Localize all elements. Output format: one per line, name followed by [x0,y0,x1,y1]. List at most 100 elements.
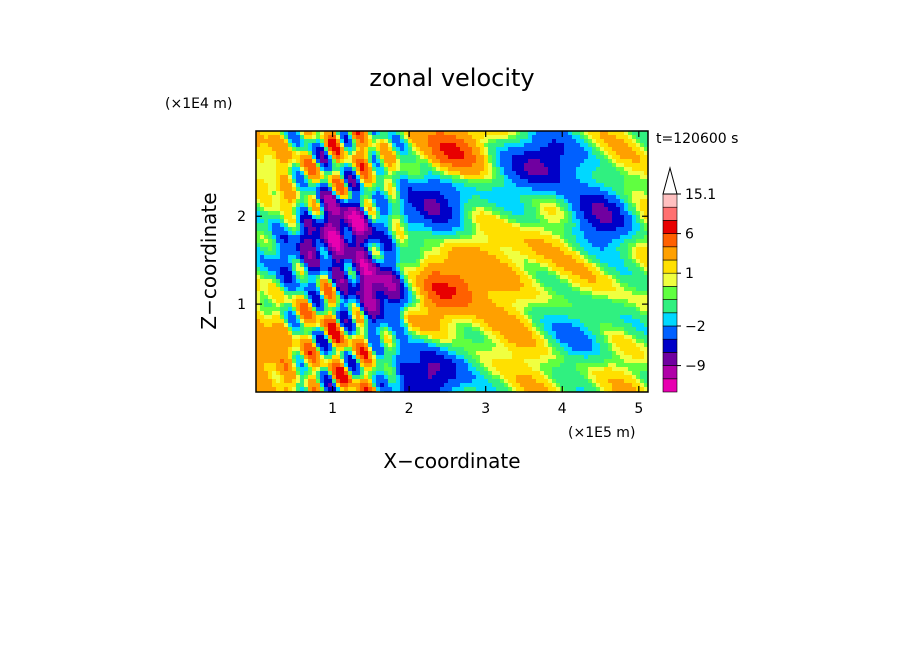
field-cell [428,175,433,180]
field-cell [324,263,329,268]
field-cell [500,255,505,260]
field-cell [340,327,345,332]
field-cell [508,243,513,248]
field-cell [552,299,557,304]
field-cell [408,207,413,212]
field-cell [520,139,525,144]
field-cell [548,303,553,308]
field-cell [548,243,553,248]
field-cell [372,275,377,280]
field-cell [408,315,413,320]
field-cell [296,183,301,188]
field-cell [388,295,393,300]
field-cell [556,307,561,312]
field-cell [556,131,561,136]
field-cell [260,331,265,336]
field-cell [512,183,517,188]
field-cell [564,219,569,224]
field-cell [428,227,433,232]
field-cell [308,311,313,316]
field-cell [500,215,505,220]
field-cell [420,307,425,312]
field-cell [440,267,445,272]
field-cell [312,231,317,236]
field-cell [484,147,489,152]
field-cell [396,207,401,212]
field-cell [532,195,537,200]
field-cell [356,215,361,220]
field-cell [628,167,633,172]
field-cell [292,223,297,228]
field-cell [332,247,337,252]
field-cell [632,203,637,208]
field-cell [416,255,421,260]
field-cell [388,215,393,220]
field-cell [484,275,489,280]
field-cell [480,307,485,312]
field-cell [604,159,609,164]
field-cell [312,175,317,180]
field-cell [416,183,421,188]
field-cell [384,235,389,240]
field-cell [420,203,425,208]
field-cell [592,255,597,260]
field-cell [412,163,417,168]
field-cell [468,171,473,176]
field-cell [392,303,397,308]
field-cell [324,175,329,180]
field-cell [424,159,429,164]
field-cell [320,315,325,320]
field-cell [360,267,365,272]
field-cell [572,131,577,136]
field-cell [532,215,537,220]
field-cell [620,283,625,288]
field-cell [504,231,509,236]
field-cell [352,155,357,160]
field-cell [560,251,565,256]
field-cell [632,303,637,308]
field-cell [624,303,629,308]
field-cell [536,171,541,176]
field-cell [484,319,489,324]
field-cell [468,203,473,208]
field-cell [552,187,557,192]
field-cell [404,239,409,244]
field-cell [572,247,577,252]
field-cell [612,231,617,236]
field-cell [260,219,265,224]
field-cell [288,143,293,148]
field-cell [400,183,405,188]
field-cell [540,223,545,228]
field-cell [604,307,609,312]
field-cell [368,175,373,180]
field-cell [428,147,433,152]
field-cell [616,163,621,168]
field-cell [272,131,277,136]
field-cell [540,183,545,188]
field-cell [508,203,513,208]
field-cell [368,247,373,252]
field-cell [328,307,333,312]
field-cell [632,135,637,140]
field-cell [620,179,625,184]
field-cell [284,279,289,284]
field-cell [492,231,497,236]
field-cell [500,291,505,296]
field-cell [628,271,633,276]
field-cell [264,179,269,184]
field-cell [488,291,493,296]
field-cell [344,163,349,168]
field-cell [608,223,613,228]
field-cell [272,311,277,316]
field-cell [376,231,381,236]
field-cell [424,187,429,192]
field-cell [316,215,321,220]
field-cell [424,235,429,240]
field-cell [388,235,393,240]
field-cell [276,307,281,312]
field-cell [440,139,445,144]
field-cell [636,299,641,304]
field-cell [464,131,469,136]
field-cell [540,307,545,312]
field-cell [316,203,321,208]
